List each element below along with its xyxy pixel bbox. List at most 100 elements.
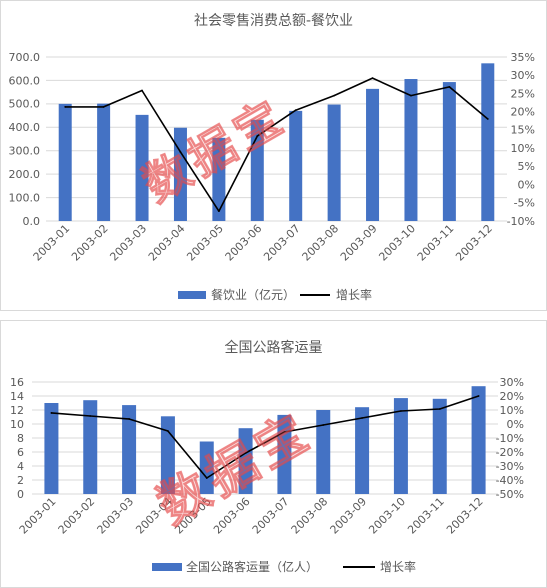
legend-label: 全国公路客运量（亿人）: [186, 560, 319, 574]
legend-label: 增长率: [336, 288, 373, 302]
bar-2003-10: [393, 398, 408, 494]
x-axis-tick-label: 2003-05: [184, 222, 226, 264]
y2-axis-tick-label: 5%: [518, 160, 535, 173]
legend-line-swatch: [300, 294, 330, 296]
y-axis-tick-label: 4: [17, 460, 24, 473]
x-axis-tick-label: 2003-03: [107, 222, 149, 264]
catering-chart-plot-area: 0.0 100.0 200.0 300.0 400.0 500.0 600.0 700.0 -1…: [9, 51, 536, 264]
growth-rate-point-2003-07: [283, 431, 286, 433]
growth-rate-point-2003-11: [448, 85, 451, 88]
x-axis-tick-label: 2003-12: [453, 222, 495, 264]
y-axis-tick-label: 10: [10, 418, 24, 431]
x-axis-tick-label: 2003-11: [405, 495, 447, 537]
bar-2003-05: [199, 441, 214, 494]
x-axis-tick-label: 2003-09: [328, 495, 370, 537]
legend-line-swatch: [343, 566, 375, 568]
bar-2003-10: [404, 79, 418, 221]
x-axis-tick-label: 2003-04: [146, 222, 188, 264]
y-axis-tick-label: 2: [17, 474, 24, 487]
growth-rate-point-2003-01: [50, 412, 53, 414]
bar-2003-12: [471, 386, 486, 494]
x-axis-tick-label: 2003-11: [415, 222, 457, 264]
bar-2003-08: [316, 410, 331, 494]
growth-rate-point-2003-01: [64, 106, 67, 108]
growth-rate-point-2003-04: [167, 430, 169, 432]
bar-2003-01: [44, 403, 59, 494]
y-axis-tick-label: 12: [10, 404, 24, 417]
bar-2003-09: [355, 407, 370, 494]
y-axis-tick-label: 500.0: [9, 98, 41, 111]
y-axis-tick-label: 600.0: [9, 74, 41, 87]
x-axis-tick-label: 2003-03: [95, 495, 137, 537]
bar-2003-06: [238, 428, 253, 494]
bar-2003-02: [83, 400, 98, 494]
bar-2003-11: [432, 398, 447, 494]
y-axis-tick-label: 16: [10, 376, 24, 389]
growth-rate-point-2003-09: [361, 417, 363, 419]
legend-label: 餐饮业（亿元）: [211, 288, 296, 302]
growth-rate-point-2003-03: [141, 89, 143, 92]
legend-label: 增长率: [380, 560, 417, 574]
bar-2003-08: [327, 104, 341, 221]
y2-axis-tick-label: 0%: [507, 418, 524, 431]
y2-axis-tick-label: -30%: [496, 460, 524, 473]
y-axis-tick-label: 100.0: [9, 191, 41, 204]
bar-2003-12: [481, 63, 495, 221]
y2-axis-tick-label: 20%: [511, 106, 535, 119]
y-axis-tick-label: 200.0: [9, 168, 41, 181]
growth-rate-point-2003-12: [477, 395, 480, 397]
bar-2003-05: [212, 137, 226, 221]
x-axis-tick-label: 2003-02: [69, 222, 111, 264]
y2-axis-tick-label: 30%: [511, 69, 535, 82]
bar-2003-11: [442, 82, 456, 221]
growth-rate-line: [65, 77, 489, 212]
y2-axis-tick-label: 35%: [511, 51, 535, 64]
y2-axis-tick-label: 20%: [500, 390, 524, 403]
growth-rate-point-2003-05: [205, 477, 208, 479]
x-axis-tick-label: 2003-01: [17, 495, 59, 537]
bar-2003-03: [135, 114, 149, 221]
growth-rate-point-2003-10: [400, 410, 402, 412]
y-axis-tick-label: 6: [17, 446, 24, 459]
growth-rate-point-2003-02: [89, 415, 92, 417]
bar-2003-07: [289, 110, 303, 221]
y-axis-tick-label: 8: [17, 432, 24, 445]
y2-axis-tick-label: -10%: [496, 432, 524, 445]
legend-bar-swatch: [152, 563, 182, 571]
bar-2003-01: [58, 103, 72, 221]
y2-axis-tick-label: -40%: [496, 474, 524, 487]
y2-axis-tick-label: -10%: [507, 215, 535, 228]
legend-bar-swatch: [178, 291, 206, 299]
y2-axis-tick-label: 15%: [511, 124, 535, 137]
x-axis-tick-label: 2003-08: [300, 222, 342, 264]
x-axis-tick-label: 2003-01: [31, 222, 73, 264]
y2-axis-tick-label: 10%: [511, 142, 535, 155]
bar-2003-06: [250, 119, 264, 221]
y-axis-tick-label: 0.0: [23, 215, 41, 228]
growth-rate-point-2003-05: [217, 210, 220, 213]
y-axis-tick-label: 0: [17, 488, 24, 501]
growth-rate-point-2003-10: [410, 94, 412, 97]
growth-rate-point-2003-12: [486, 118, 489, 120]
x-axis-tick-label: 2003-06: [223, 222, 265, 264]
x-axis-tick-label: 2003-09: [338, 222, 380, 264]
growth-rate-point-2003-08: [333, 94, 336, 97]
growth-rate-line: [51, 395, 479, 479]
x-axis-tick-label: 2003-10: [376, 222, 418, 264]
y2-axis-tick-label: -5%: [514, 197, 535, 210]
x-axis-tick-label: 2003-07: [250, 495, 292, 537]
y2-axis-tick-label: -50%: [496, 488, 524, 501]
x-axis-tick-label: 2003-10: [366, 495, 408, 537]
y2-axis-tick-label: -20%: [496, 446, 524, 459]
growth-rate-point-2003-06: [256, 135, 259, 137]
growth-rate-point-2003-07: [294, 109, 297, 112]
growth-rate-point-2003-09: [371, 77, 374, 80]
growth-rate-point-2003-11: [438, 408, 441, 410]
growth-rate-point-2003-06: [244, 452, 247, 454]
y2-axis-tick-label: 10%: [500, 404, 524, 417]
growth-rate-point-2003-03: [128, 418, 130, 420]
growth-rate-point-2003-08: [322, 424, 325, 426]
x-axis-tick-label: 2003-12: [444, 495, 486, 537]
x-axis-tick-label: 2003-08: [289, 495, 331, 537]
bar-2003-04: [173, 127, 187, 221]
